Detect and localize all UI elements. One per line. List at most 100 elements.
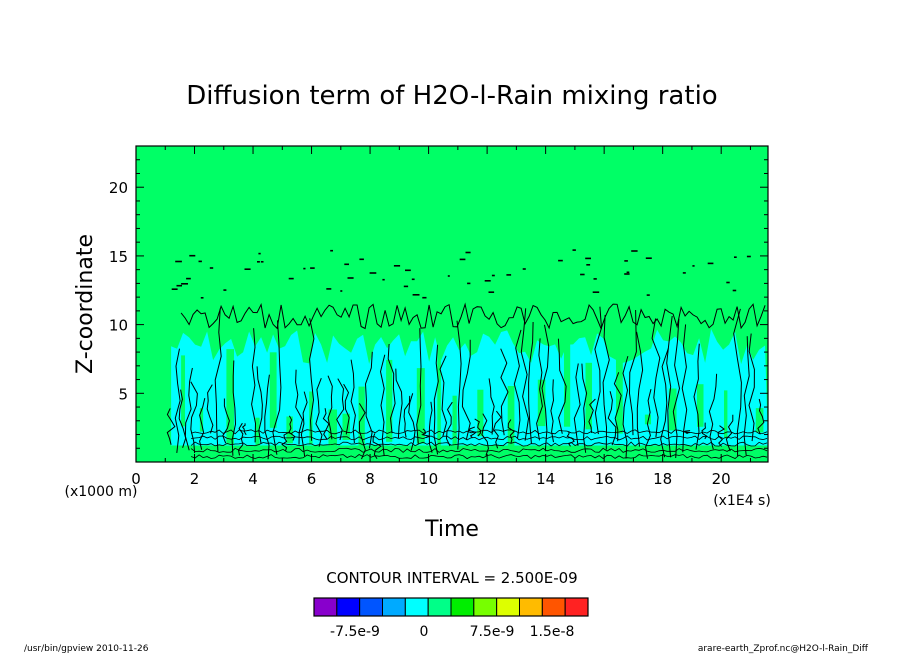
contour-line <box>481 413 489 456</box>
contour-line <box>372 433 382 460</box>
colorbar-swatch <box>427 597 452 617</box>
contour-fragment <box>506 274 512 276</box>
band-gap <box>668 388 677 431</box>
x-tick-label: 4 <box>248 470 258 488</box>
x-axis-ticks: 0 2 4 6 8 10 12 14 16 18 20 <box>131 146 751 488</box>
contour-fragment <box>181 283 188 285</box>
colorbar-label: 1.5e-8 <box>530 624 575 640</box>
contour-line <box>206 384 214 434</box>
contour-line <box>174 348 181 453</box>
x-tick-label: 10 <box>419 470 438 488</box>
active-region <box>171 329 769 462</box>
contour-line <box>743 336 750 456</box>
footer-left: /usr/bin/gpview 2010-11-26 <box>24 644 149 654</box>
surface-contour <box>190 429 768 435</box>
contour-line <box>536 338 543 441</box>
colorbar-label: -7.5e-9 <box>330 624 380 640</box>
contour-fragment <box>522 268 526 270</box>
contour-fragment <box>465 251 471 254</box>
colorbar-swatch <box>404 597 429 617</box>
contour-line <box>500 348 509 436</box>
contour-fragment <box>244 268 251 270</box>
contour-line <box>166 408 176 445</box>
band-gap <box>181 355 185 427</box>
contour-line <box>364 351 373 449</box>
contour-fragment <box>176 284 182 287</box>
contour-line <box>660 348 669 458</box>
contour-line <box>488 378 495 435</box>
colorbar-swatch <box>519 597 543 617</box>
contour-fragment <box>726 281 730 284</box>
colorbar-swatch <box>359 597 384 617</box>
contour-fragment <box>592 291 600 293</box>
footer-right: arare-earth_Zprof.nc@H2O-l-Rain_Diff <box>698 644 869 654</box>
contour-line <box>272 320 282 455</box>
band-gap <box>199 408 204 432</box>
contour-line <box>613 372 622 442</box>
band-gap <box>477 389 484 437</box>
x-tick-label: 14 <box>536 470 555 488</box>
contour-fragment <box>369 272 377 274</box>
plot-area <box>135 145 769 463</box>
contour-line <box>566 431 575 447</box>
y-axis-ticks: 5 10 15 20 <box>109 159 768 449</box>
contour-fragment <box>422 296 427 299</box>
contour-line <box>336 378 345 441</box>
surface-contour <box>191 435 768 441</box>
band-gap <box>342 413 350 440</box>
contour-line <box>708 373 718 450</box>
contour-line <box>666 315 673 458</box>
band-gap <box>507 386 515 448</box>
contour-line <box>588 398 596 433</box>
contour-line <box>681 324 688 453</box>
contour-line <box>433 344 439 455</box>
contour-fragment <box>707 262 714 265</box>
contour-fragment <box>189 254 196 257</box>
x-tick-label: 8 <box>365 470 375 488</box>
contour-lines <box>166 249 768 460</box>
contour-fragment <box>344 263 349 266</box>
y-unit-label: (x1000 m) <box>65 484 138 500</box>
contour-line <box>214 308 222 452</box>
contour-line <box>461 339 471 441</box>
contour-line <box>557 338 567 434</box>
y-tick-label: 20 <box>109 179 128 197</box>
contour-fragment <box>732 289 737 292</box>
contour-fragment <box>330 249 333 252</box>
contour-fragment <box>326 288 332 290</box>
contour-line <box>343 383 350 435</box>
contour-line <box>507 419 515 444</box>
contour-fragment <box>258 252 261 255</box>
surface-contour <box>190 454 768 460</box>
contour-interval-label: CONTOUR INTERVAL = 2.500E-09 <box>326 569 577 587</box>
contour-fragment <box>580 273 585 276</box>
contour-fragment <box>484 280 491 282</box>
x-tick-label: 0 <box>131 470 141 488</box>
contour-fragment <box>692 265 695 267</box>
contour-line <box>251 328 257 443</box>
contour-line <box>231 360 237 456</box>
x-tick-label: 6 <box>307 470 317 488</box>
band-gap <box>564 341 571 427</box>
contour-line <box>651 318 661 438</box>
colorbar-frame <box>313 597 589 617</box>
contour-line <box>428 401 433 453</box>
contour-line <box>264 374 270 460</box>
colorbar-swatch <box>382 597 406 617</box>
contour-fragment <box>257 261 260 263</box>
band-gap <box>616 339 623 434</box>
contour-line <box>493 410 502 449</box>
colorbar-swatch <box>336 597 361 617</box>
band-gap <box>697 384 704 427</box>
y-tick-label: 15 <box>109 248 128 266</box>
contour-line <box>622 355 629 459</box>
contour-line <box>309 318 315 441</box>
contour-fragment <box>682 272 686 274</box>
contour-fragment <box>186 277 191 280</box>
contour-line <box>416 328 422 444</box>
band-gap <box>255 417 260 449</box>
contour-line <box>550 379 555 443</box>
contour-fragment <box>412 294 420 296</box>
contour-fragment <box>171 288 178 290</box>
contour-line <box>439 355 448 437</box>
